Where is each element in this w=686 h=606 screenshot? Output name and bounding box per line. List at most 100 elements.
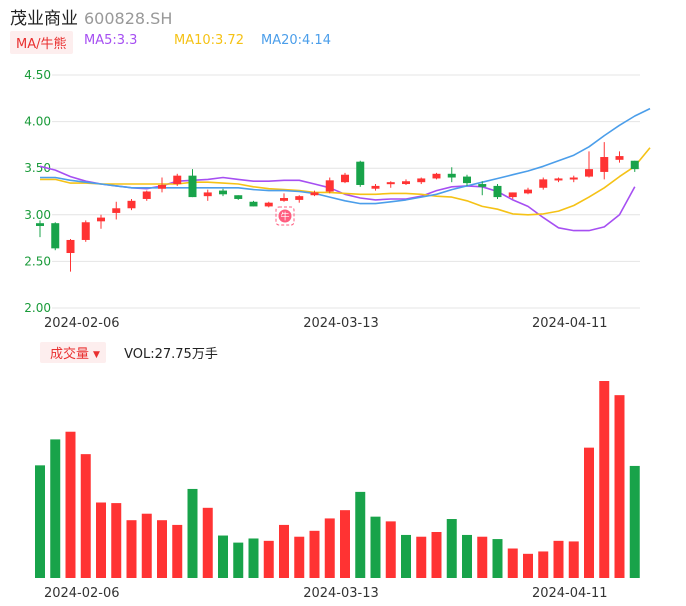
candle[interactable] xyxy=(615,151,624,163)
volume-bar[interactable] xyxy=(584,447,594,578)
y-tick-label: 3.00 xyxy=(24,208,51,222)
volume-indicator-selector[interactable]: 成交量 ▼ xyxy=(40,342,106,363)
volume-bar[interactable] xyxy=(401,534,411,578)
candle[interactable] xyxy=(158,177,166,193)
volume-bar[interactable] xyxy=(294,536,305,578)
candle[interactable] xyxy=(188,169,197,198)
candle[interactable] xyxy=(127,198,136,211)
candle[interactable] xyxy=(36,220,44,238)
candle-body xyxy=(249,201,258,207)
volume-bar[interactable] xyxy=(248,538,259,578)
volume-bar[interactable] xyxy=(172,524,183,578)
volume-bar[interactable] xyxy=(477,536,488,578)
x-date-label: 2024-02-06 xyxy=(44,316,120,331)
volume-bar[interactable] xyxy=(218,535,228,578)
volume-bar[interactable] xyxy=(385,521,396,578)
volume-bar[interactable] xyxy=(568,541,579,578)
volume-bar[interactable] xyxy=(538,551,549,578)
volume-bar[interactable] xyxy=(431,531,442,578)
volume-bar[interactable] xyxy=(279,524,289,578)
volume-bar[interactable] xyxy=(309,530,320,578)
candle[interactable] xyxy=(447,167,456,183)
volume-bar[interactable] xyxy=(126,520,137,578)
candle[interactable] xyxy=(142,190,151,201)
volume-bar[interactable] xyxy=(157,520,167,578)
candle-body xyxy=(585,169,593,177)
candle[interactable] xyxy=(66,239,75,272)
candle[interactable] xyxy=(234,195,243,200)
candle[interactable] xyxy=(478,181,487,196)
volume-bar[interactable] xyxy=(35,465,45,578)
volume-bar[interactable] xyxy=(553,540,564,578)
volume-bar[interactable] xyxy=(462,534,472,578)
candle[interactable] xyxy=(356,160,365,187)
y-tick-label: 2.50 xyxy=(24,254,51,268)
candle[interactable] xyxy=(630,160,639,172)
volume-bar[interactable] xyxy=(523,553,533,578)
candle[interactable] xyxy=(280,193,288,202)
candle[interactable] xyxy=(554,177,563,183)
y-tick-label: 4.00 xyxy=(24,115,51,129)
candle[interactable] xyxy=(249,200,258,207)
volume-bar[interactable] xyxy=(340,510,350,578)
ma10-line xyxy=(40,147,651,216)
candle[interactable] xyxy=(493,184,502,199)
candle[interactable] xyxy=(569,175,578,183)
volume-bars[interactable] xyxy=(35,381,640,578)
stock-name: 茂业商业 xyxy=(10,9,78,29)
ma-indicator-selector[interactable]: MA/牛熊 xyxy=(10,31,73,54)
candle[interactable] xyxy=(219,188,227,197)
candle[interactable] xyxy=(51,222,60,251)
bull-badge[interactable]: 牛 xyxy=(275,206,295,226)
candle[interactable] xyxy=(371,184,380,191)
candle-body xyxy=(234,195,243,199)
volume-bar[interactable] xyxy=(141,513,152,578)
date-axis: 2024-02-06 2024-03-13 2024-04-11 2024-02-06… xyxy=(44,316,608,601)
candle[interactable] xyxy=(463,174,471,186)
candle[interactable] xyxy=(508,192,517,199)
candle[interactable] xyxy=(173,173,182,186)
candle[interactable] xyxy=(325,177,334,194)
ma-legend: MA/牛熊 MA5:3.3 MA10:3.72 MA20:4.14 xyxy=(10,31,331,54)
candle[interactable] xyxy=(341,172,349,184)
volume-bar[interactable] xyxy=(80,454,91,578)
candle[interactable] xyxy=(264,201,273,208)
volume-bar[interactable] xyxy=(187,488,198,578)
candle-body xyxy=(81,222,90,240)
volume-bar[interactable] xyxy=(263,540,274,578)
volume-bar[interactable] xyxy=(599,381,610,578)
candle[interactable] xyxy=(524,187,532,195)
volume-bar[interactable] xyxy=(324,518,335,578)
candle[interactable] xyxy=(310,190,319,197)
candle[interactable] xyxy=(295,195,304,203)
volume-bar[interactable] xyxy=(50,439,61,578)
volume-bar[interactable] xyxy=(492,539,503,578)
candle-body xyxy=(615,156,624,160)
volume-bar[interactable] xyxy=(355,491,366,578)
candle[interactable] xyxy=(585,151,593,178)
candlesticks[interactable] xyxy=(36,142,639,272)
candle[interactable] xyxy=(417,177,426,185)
candle[interactable] xyxy=(203,189,212,201)
volume-bar[interactable] xyxy=(65,431,76,578)
volume-x-date-label: 2024-02-06 xyxy=(44,586,120,601)
candle[interactable] xyxy=(402,179,410,185)
volume-bar[interactable] xyxy=(202,507,213,578)
volume-bar[interactable] xyxy=(111,503,122,578)
volume-bar[interactable] xyxy=(416,536,427,578)
volume-bar[interactable] xyxy=(446,519,457,578)
volume-bar[interactable] xyxy=(614,395,625,578)
candle[interactable] xyxy=(81,220,90,242)
candle[interactable] xyxy=(539,177,548,190)
candle[interactable] xyxy=(432,172,441,180)
candle[interactable] xyxy=(112,201,121,220)
candle[interactable] xyxy=(97,214,105,229)
volume-bar[interactable] xyxy=(96,502,106,578)
volume-bar[interactable] xyxy=(629,465,640,578)
volume-bar[interactable] xyxy=(507,548,518,578)
candle[interactable] xyxy=(600,142,609,180)
volume-bar[interactable] xyxy=(370,516,381,578)
volume-bar[interactable] xyxy=(233,542,244,578)
candle[interactable] xyxy=(386,181,395,188)
